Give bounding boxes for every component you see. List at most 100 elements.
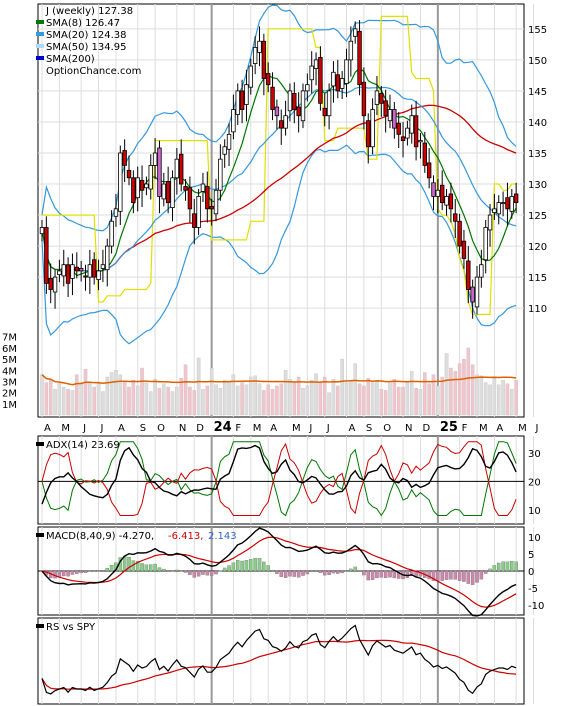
legend-sma200-swatch [36, 56, 44, 60]
macd-histogram-bar [379, 570, 384, 578]
volume-bar [449, 367, 453, 416]
volume-bar [148, 391, 153, 416]
candle-body [165, 181, 171, 204]
macd-histogram-bar [222, 567, 227, 572]
macd-histogram-bar [157, 567, 162, 572]
candle-body [513, 193, 519, 204]
volume-bar [275, 385, 279, 416]
candle-body [226, 133, 232, 150]
candle-body [335, 74, 340, 92]
month-tick-label: J [100, 423, 104, 434]
volume-bar [357, 383, 362, 416]
month-tick-label: O [383, 423, 391, 434]
candle-body [157, 147, 162, 197]
volume-bar [444, 353, 449, 416]
macd-histogram-bar [244, 560, 249, 572]
macd-histogram-bar [105, 567, 110, 572]
candle-body [509, 196, 514, 212]
candle-body [83, 275, 88, 278]
volume-bar [340, 358, 344, 416]
macd-histogram-bar [314, 569, 318, 572]
volume-tick-label: 7M [2, 333, 17, 344]
candle-layer [39, 20, 519, 319]
candle-body [396, 122, 401, 135]
volume-bar [322, 376, 327, 416]
volume-bar [440, 376, 444, 416]
macd-histogram-bar [140, 563, 144, 572]
month-tick-label: J [308, 423, 312, 434]
macd-histogram-bar [440, 570, 444, 581]
macd-histogram-bar [201, 570, 205, 575]
volume-bar [392, 379, 397, 416]
macd-histogram-bar [431, 570, 436, 581]
volume-bar [270, 389, 275, 416]
volume-bar [75, 374, 79, 416]
macd-histogram-bar [66, 570, 70, 577]
volume-bar [88, 382, 92, 416]
macd-histogram-bar [257, 557, 262, 572]
macd-histogram-bar [209, 570, 214, 576]
volume-bar [157, 388, 162, 416]
candle-body [118, 152, 123, 212]
candle-body [352, 28, 358, 37]
volume-bar [366, 377, 370, 416]
volume-bar [401, 386, 405, 416]
volume-bar [79, 382, 83, 416]
macd-histogram-bar [292, 570, 297, 577]
month-tick-label: S [366, 423, 372, 434]
candle-body [196, 196, 201, 228]
candle-body [187, 187, 193, 210]
volume-bar [405, 381, 410, 416]
macd-histogram-bar [370, 570, 375, 580]
macd-histogram-bar [305, 570, 310, 575]
volume-bar [292, 382, 297, 416]
macd-histogram-bar [392, 570, 397, 579]
rs-legend: RS vs SPY [36, 622, 96, 633]
volume-bar [214, 384, 218, 416]
macd-histogram-bar [266, 565, 270, 572]
volume-bar [240, 382, 244, 416]
candle-body [218, 158, 223, 191]
macd-histogram-bar [405, 570, 410, 578]
candle-body [413, 115, 419, 148]
macd-histogram-bar [231, 562, 236, 572]
macd-histogram-bar [188, 570, 192, 575]
price-tick-label: 140 [528, 118, 547, 129]
volume-bar [48, 380, 53, 416]
macd-histogram-bar [109, 565, 114, 572]
volume-bar [188, 386, 192, 416]
candle-body [152, 152, 158, 166]
candle-body [192, 213, 197, 228]
macd-histogram-bar [75, 570, 79, 574]
volume-bar [336, 385, 340, 416]
volume-bar [375, 380, 379, 416]
month-tick-label: M [253, 423, 262, 434]
volume-bar [457, 363, 462, 416]
macd-histogram-bar [166, 570, 170, 572]
month-tick-label: J [535, 423, 539, 434]
price-tick-label: 155 [528, 25, 547, 36]
volume-bar [253, 375, 257, 416]
candle-body [235, 90, 240, 115]
volume-bar [118, 374, 123, 416]
volume-bar [122, 381, 127, 416]
macd-histogram-bar [235, 560, 240, 572]
macd-histogram-bar [127, 557, 131, 572]
candle-body [479, 264, 484, 278]
candle-body [270, 86, 275, 110]
candle-body [170, 177, 175, 209]
candle-body [131, 177, 136, 204]
macd-tick-label: 0 [528, 567, 534, 578]
volume-layer [40, 347, 518, 416]
month-tick-label: 24 [214, 420, 232, 435]
macd-value-2: 2.143 [208, 531, 237, 542]
candle-body [39, 227, 45, 235]
macd-histogram-bar [296, 570, 301, 578]
candle-body [453, 213, 458, 222]
volume-bar [353, 363, 357, 416]
volume-bar [196, 357, 201, 416]
macd-histogram-bar [240, 560, 244, 572]
volume-bar [470, 364, 475, 416]
macd-tick-label: -10 [528, 601, 544, 612]
candle-body [496, 202, 501, 215]
